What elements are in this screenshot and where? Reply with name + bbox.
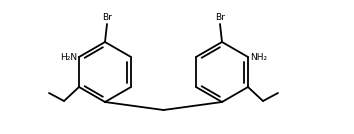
Text: Br: Br: [102, 13, 112, 22]
Text: Br: Br: [215, 13, 225, 22]
Text: NH₂: NH₂: [250, 53, 267, 62]
Text: H₂N: H₂N: [60, 53, 77, 62]
